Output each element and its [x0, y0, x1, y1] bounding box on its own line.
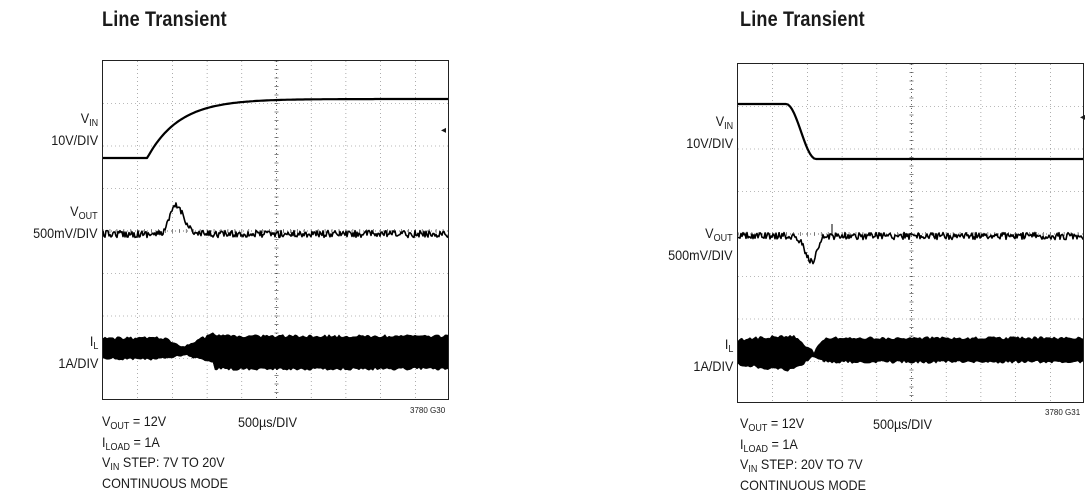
scope-screen	[102, 60, 449, 400]
scope-plot	[738, 64, 1083, 402]
trigger-marker-icon: ◂	[1080, 112, 1086, 123]
vin-label: VIN 10V/DIV	[686, 113, 733, 151]
vout-scale: 500mV/DIV	[668, 247, 733, 263]
vin-trace	[738, 102, 1083, 161]
panel-right: Line Transient VIN 10V/DIV VOUT 500mV/DI…	[545, 0, 1090, 500]
figure-code: 3780 G31	[1045, 408, 1081, 417]
vin-scale: 10V/DIV	[51, 132, 98, 148]
chart-title: Line Transient	[102, 8, 227, 31]
vout-scale: 500mV/DIV	[33, 225, 98, 241]
scope-screen	[737, 63, 1084, 403]
il-scale: 1A/DIV	[693, 358, 733, 374]
il-trace	[103, 332, 448, 371]
vin-scale: 10V/DIV	[686, 135, 733, 151]
vin-trace	[103, 97, 448, 160]
trigger-marker-icon: ◂	[441, 125, 447, 136]
vout-trace	[103, 202, 448, 239]
il-label: IL 1A/DIV	[58, 333, 98, 371]
il-label: IL 1A/DIV	[693, 336, 733, 374]
vout-trace	[738, 231, 1083, 265]
chart-title: Line Transient	[740, 8, 865, 31]
vin-label: VIN 10V/DIV	[51, 110, 98, 148]
time-division: 500µs/DIV	[873, 416, 933, 432]
il-trace	[738, 334, 1083, 372]
figure-code: 3780 G30	[410, 406, 446, 415]
panel-left: Line Transient VIN 10V/DIV VOUT 500mV/DI…	[33, 8, 449, 491]
time-division: 500µs/DIV	[238, 414, 298, 430]
test-conditions: VOUT = 12V ILOAD = 1A VIN STEP: 7V TO 20…	[102, 413, 228, 491]
il-scale: 1A/DIV	[58, 355, 98, 371]
test-conditions: VOUT = 12V ILOAD = 1A VIN STEP: 20V TO 7…	[740, 415, 866, 493]
vout-label: VOUT 500mV/DIV	[668, 225, 733, 263]
scope-plot	[103, 61, 448, 399]
vout-label: VOUT 500mV/DIV	[33, 203, 98, 241]
